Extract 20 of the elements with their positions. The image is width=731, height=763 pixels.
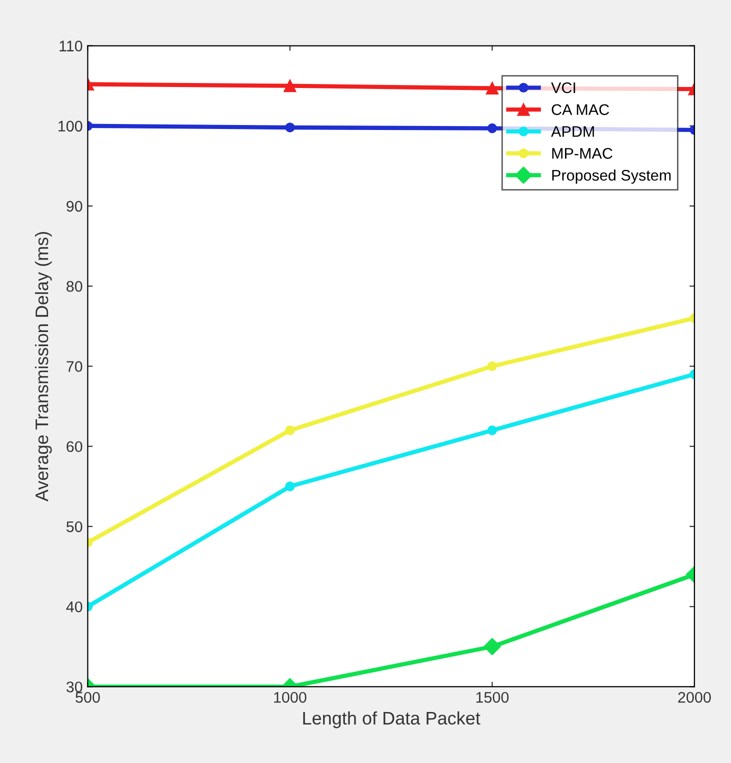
y-tick-label: 50 bbox=[66, 521, 82, 532]
x-tick-label: 500 bbox=[76, 692, 100, 703]
y-tick-label: 110 bbox=[60, 40, 82, 52]
y-tick-label: 60 bbox=[66, 441, 82, 452]
x-tick-label: 1500 bbox=[476, 692, 509, 703]
x-axis-title: Length of Data Packet bbox=[303, 711, 480, 728]
y-tick-label: 40 bbox=[66, 601, 82, 612]
y-tick-label: 100 bbox=[58, 120, 82, 132]
x-tick-label: 1000 bbox=[274, 692, 306, 703]
legend-label: Proposed System bbox=[552, 169, 671, 184]
legend-label: APDM bbox=[551, 126, 594, 137]
legend-label: CA MAC bbox=[552, 104, 610, 116]
x-tick-label: 2000 bbox=[678, 692, 711, 703]
legend-label: MP-MAC bbox=[552, 148, 612, 159]
legend-label: VCI bbox=[551, 82, 576, 94]
y-tick-label: 90 bbox=[66, 200, 82, 212]
y-tick-label: 30 bbox=[66, 682, 82, 692]
y-tick-label: 80 bbox=[66, 280, 82, 292]
y-axis-title: Average Transmission Delay (ms) bbox=[34, 232, 52, 502]
y-tick-label: 70 bbox=[66, 361, 82, 372]
